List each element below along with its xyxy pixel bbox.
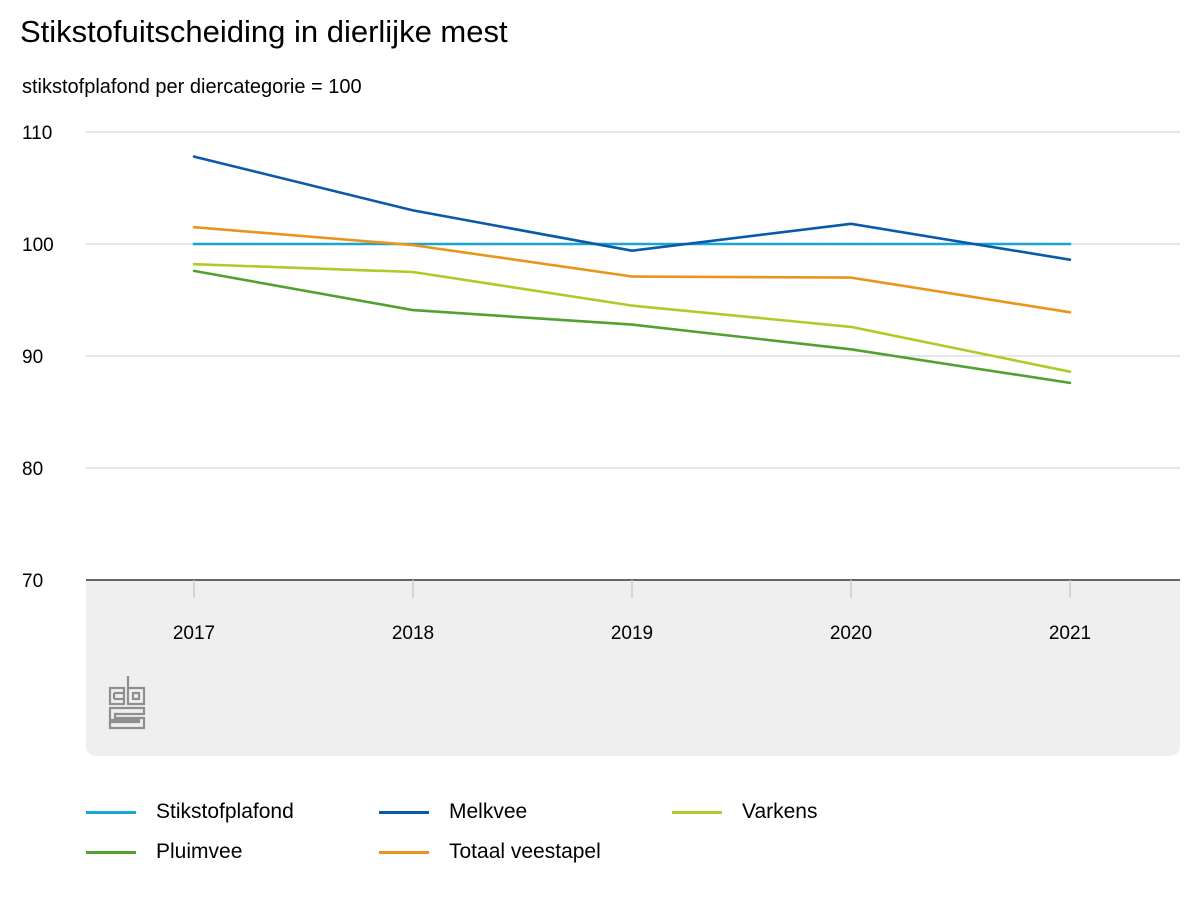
legend-swatch [379,850,429,854]
legend-label: Totaal veestapel [449,840,601,863]
x-tick-label: 2020 [830,623,872,644]
y-tick-label: 80 [22,459,43,480]
chart-subtitle: stikstofplafond per diercategorie = 100 [22,76,362,98]
x-axis-background [86,580,1180,756]
y-tick-label: 90 [22,347,43,368]
x-tick-label: 2021 [1049,623,1091,644]
legend-swatch [379,810,429,814]
legend-label: Varkens [742,800,818,823]
y-tick-label: 110 [22,123,52,144]
y-tick-label: 70 [22,571,43,592]
y-tick-label: 100 [22,235,54,256]
cbs-logo-icon [106,674,148,737]
x-tick-label: 2019 [611,623,653,644]
legend-label: Stikstofplafond [156,800,294,823]
legend-item-varkens[interactable]: Varkens [672,800,817,824]
x-tick-label: 2017 [173,623,215,644]
legend-label: Pluimvee [156,840,243,863]
legend-swatch [672,810,722,814]
series-line-pluimvee [192,269,1072,385]
legend-item-pluimvee[interactable]: Pluimvee [86,840,242,864]
series-line-melkvee [192,155,1072,262]
legend-item-melkvee[interactable]: Melkvee [379,800,527,824]
x-axis-background-top [86,580,1180,600]
legend-item-totaal-veestapel[interactable]: Totaal veestapel [379,840,601,864]
series-line-varkens [192,262,1072,374]
series-line-totaal-veestapel [192,225,1072,314]
chart-title: Stikstofuitscheiding in dierlijke mest [20,14,508,49]
legend-swatch [86,810,136,814]
legend-label: Melkvee [449,800,528,823]
legend-swatch [86,850,136,854]
x-tick-label: 2018 [392,623,434,644]
legend-item-stikstofplafond[interactable]: Stikstofplafond [86,800,294,824]
